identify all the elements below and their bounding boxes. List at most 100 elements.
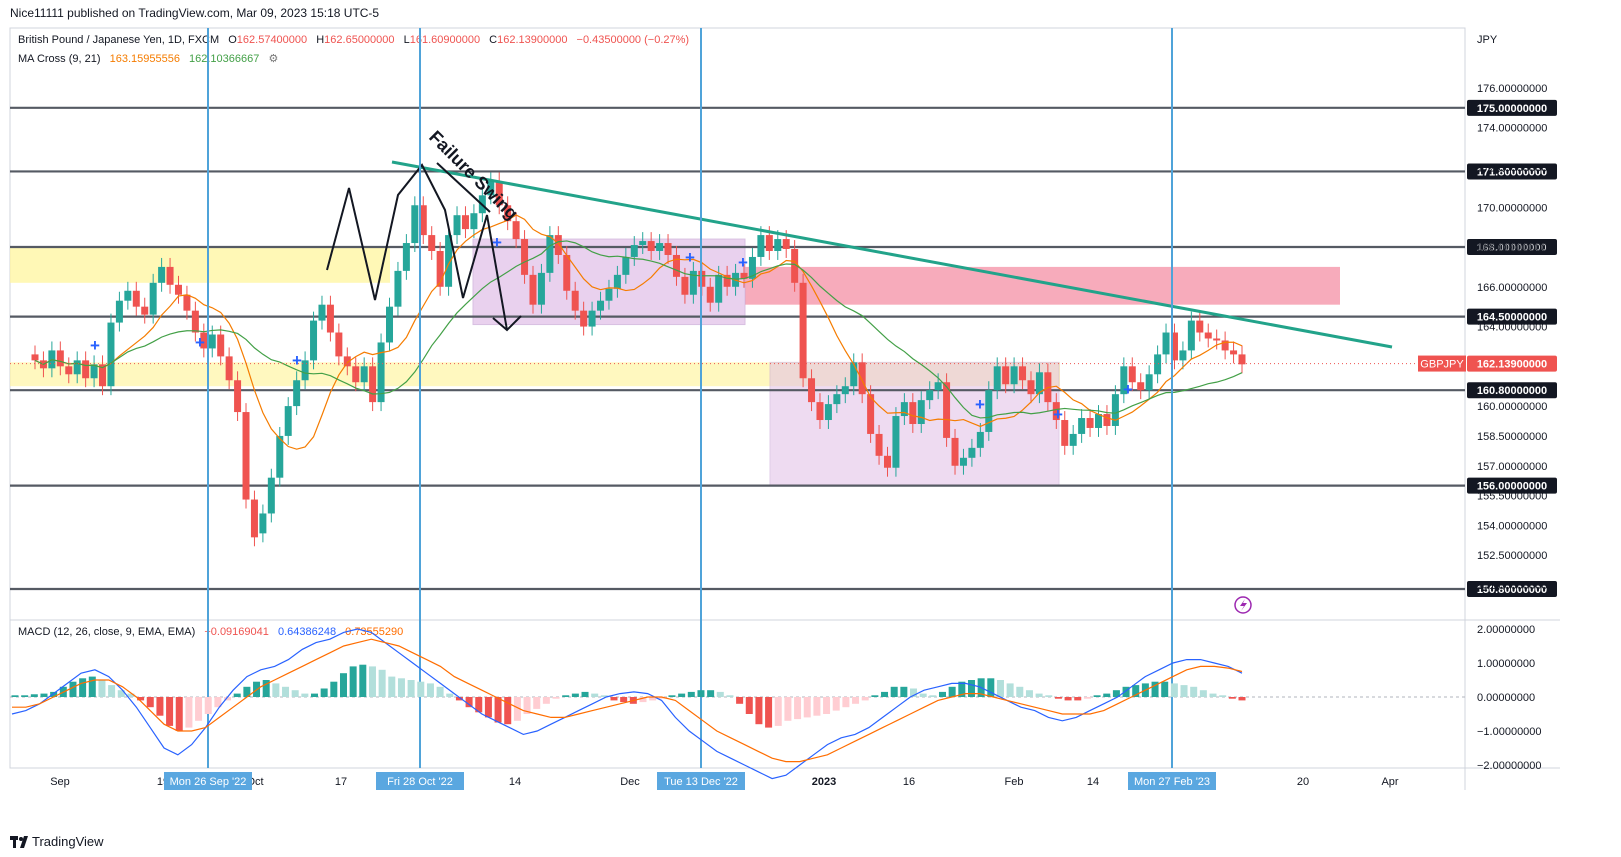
candle-body <box>537 272 545 305</box>
candle-body <box>1196 320 1204 333</box>
candle-body <box>1170 332 1178 361</box>
candle-body <box>453 215 461 236</box>
lightning-icon <box>1234 596 1252 614</box>
candle-body <box>867 394 875 434</box>
candle-body <box>149 282 157 315</box>
symbol-name[interactable]: British Pound / Japanese Yen, 1D, FXCM <box>18 34 220 46</box>
macd-histogram-bar <box>88 676 96 697</box>
macd-histogram-bar <box>765 697 773 728</box>
candle-body <box>90 364 98 379</box>
macd-histogram-bar <box>1190 686 1198 697</box>
candle-body <box>664 243 672 255</box>
price-tick-label: 176.00000000 <box>1477 83 1547 95</box>
candle-body <box>495 181 503 206</box>
candle-body <box>174 284 182 295</box>
macd-histogram-bar <box>1151 681 1159 697</box>
candle-body <box>521 239 529 275</box>
candle-body <box>158 266 166 283</box>
candle-body <box>546 235 554 273</box>
candle-body <box>563 254 571 291</box>
descending-trendline <box>391 160 1393 349</box>
macd-histogram-bar <box>1228 697 1236 699</box>
price-tick-label: 164.00000000 <box>1477 322 1547 334</box>
tradingview-brand[interactable]: TradingView <box>10 834 104 849</box>
candle-body <box>65 366 73 375</box>
candle-body <box>900 402 908 417</box>
date-marker-tag <box>657 772 745 790</box>
macd-histogram-bar <box>938 691 946 697</box>
macd-histogram-bar <box>1170 683 1178 697</box>
close-value: 162.13900000 <box>497 34 568 46</box>
open-label: O <box>228 34 237 46</box>
candle-body <box>824 404 832 421</box>
macd-histogram-bar <box>494 697 502 723</box>
macd-histogram-bar <box>98 680 106 697</box>
macd-histogram-bar <box>195 697 203 721</box>
price-tick-label: 152.50000000 <box>1477 550 1547 562</box>
macd-histogram-bar <box>417 681 425 697</box>
macd-histogram-bar <box>1199 690 1207 697</box>
ma-cross-marker: + <box>492 233 502 252</box>
candle-body <box>1103 414 1111 426</box>
macd-tick-label: −2.00000000 <box>1477 760 1542 772</box>
candle-body <box>605 288 613 301</box>
macd-histogram-bar <box>69 681 77 697</box>
ma-slow-value: 162.10366667 <box>189 53 260 65</box>
macd-histogram-bar <box>166 697 174 726</box>
macd-histogram-bar <box>929 695 937 697</box>
macd-histogram-bar <box>339 673 347 697</box>
candle-body <box>402 243 410 271</box>
macd-histogram-bar <box>726 695 734 697</box>
settings-icon[interactable]: ⚙ <box>268 53 279 65</box>
candle-body <box>73 360 81 375</box>
candle-body <box>985 390 993 432</box>
time-tick-label: 17 <box>335 776 347 788</box>
macd-histogram-bar <box>533 697 541 709</box>
candle-body <box>597 300 605 311</box>
macd-histogram-bar <box>832 697 840 711</box>
time-tick-label: Apr <box>1381 776 1398 788</box>
price-tick-label: 172.00000000 <box>1477 162 1547 174</box>
macd-histogram-bar <box>948 686 956 697</box>
candle-body <box>875 433 883 456</box>
candle-body <box>1052 402 1060 421</box>
macd-signal-line <box>12 638 1243 763</box>
macd-histogram-bar <box>600 695 608 697</box>
ma-fast-value: 163.15955556 <box>109 53 180 65</box>
macd-histogram-bar <box>407 680 415 697</box>
candle-body <box>757 235 765 257</box>
macd-histogram-bar <box>1238 697 1246 701</box>
macd-histogram-bar <box>1122 686 1130 697</box>
macd-histogram-bar <box>542 697 550 704</box>
macd-histogram-bar <box>272 683 280 697</box>
macd-histogram-bar <box>30 694 38 697</box>
macd-histogram-bar <box>890 686 898 697</box>
level-tag-label: 175.00000000 <box>1477 103 1547 115</box>
candle-body <box>487 181 495 196</box>
macd-histogram-bar <box>668 695 676 697</box>
candle-body <box>613 274 621 289</box>
ma-cross-marker: + <box>685 248 695 267</box>
candle-body <box>1162 332 1170 355</box>
level-tag <box>1467 99 1557 116</box>
candle-body <box>115 300 123 323</box>
candle-body <box>301 360 309 381</box>
candle-body <box>1128 366 1136 383</box>
supply-zone-yellow-upper <box>10 247 390 283</box>
candle-body <box>512 221 520 240</box>
candle-body <box>1154 354 1162 375</box>
macd-histogram-bar <box>707 690 715 697</box>
macd-line-value: 0.64386248 <box>277 626 337 638</box>
macd-legend[interactable]: MACD (12, 26, close, 9, EMA, EMA) −0.091… <box>18 626 409 638</box>
failure-swing-arrowhead <box>492 315 522 332</box>
macd-histogram-bar <box>784 697 792 721</box>
macd-histogram-bar <box>1025 690 1033 697</box>
macd-histogram-bar <box>996 680 1004 697</box>
candle-body <box>183 294 191 311</box>
ma-cross-legend[interactable]: MA Cross (9, 21) 163.15955556 162.103666… <box>18 52 284 65</box>
candle-body <box>191 310 199 333</box>
candle-body <box>554 235 562 255</box>
date-marker-tag <box>164 772 252 790</box>
time-tick-label: Feb <box>1005 776 1024 788</box>
